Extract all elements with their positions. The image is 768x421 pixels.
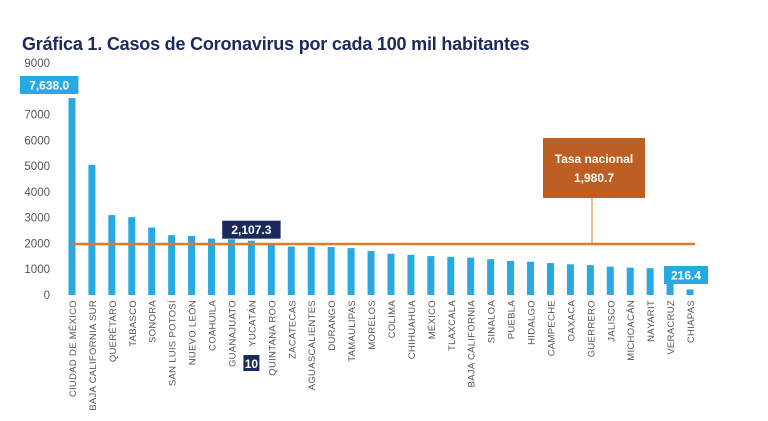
x-tick-label: HIDALGO: [527, 300, 538, 345]
bar: [227, 239, 235, 295]
bar: [208, 238, 216, 295]
bar: [68, 98, 76, 295]
y-tick-label: 1000: [24, 264, 50, 276]
bar: [487, 259, 495, 295]
bar: [407, 254, 415, 295]
x-tick-label: PUEBLA: [507, 300, 518, 340]
x-tick-label: MICHOACÁN: [626, 300, 637, 361]
x-tick-label: AGUASCALIENTES: [307, 300, 318, 390]
bar: [367, 250, 375, 295]
x-tick-label: SAN LUIS POTOSÍ: [168, 300, 179, 386]
data-label: 7,638.0: [29, 79, 69, 93]
y-tick-label: 3000: [24, 213, 50, 225]
reference-label-box: [543, 138, 645, 198]
x-tick-label: MÉXICO: [427, 300, 438, 339]
x-tick-label: VERACRUZ: [666, 300, 677, 355]
x-tick-label: DURANGO: [327, 300, 338, 351]
bar: [546, 263, 554, 295]
reference-value-label: 1,980.7: [574, 171, 614, 185]
x-tick-label: NUEVO LEÓN: [188, 300, 199, 365]
bar: [467, 257, 475, 295]
bar: [527, 261, 535, 295]
x-tick-label: MORELOS: [367, 300, 378, 350]
x-tick-label: TAMAULIPAS: [347, 300, 358, 362]
x-tick-label: COAHUILA: [208, 300, 219, 351]
x-axis-labels: CIUDAD DE MÉXICO BAJA CALIFORNIA SUR QUERÉ…: [68, 300, 697, 411]
x-tick-label: BAJA CALIFORNIA: [467, 300, 478, 388]
data-label-box: [664, 266, 708, 284]
x-tick-label: TLAXCALA: [447, 300, 458, 351]
data-label-box: [20, 76, 79, 94]
y-tick-label: 6000: [24, 135, 50, 147]
bar: [168, 235, 176, 295]
x-tick-label: SONORA: [148, 300, 159, 343]
reference-line-group: Tasa nacional 1,980.7: [72, 138, 695, 246]
y-tick-label: 0: [44, 290, 50, 302]
x-tick-label: SINALOA: [487, 300, 498, 344]
x-tick-label: CAMPECHE: [546, 300, 557, 356]
x-tick-label: NAYARIT: [646, 300, 657, 342]
x-tick-label: OAXACA: [566, 300, 577, 342]
bar: [447, 256, 455, 295]
bar: [566, 264, 574, 295]
x-tick-label: CHIHUAHUA: [407, 300, 418, 360]
bar: [686, 289, 694, 295]
bar: [108, 215, 116, 295]
bar: [427, 256, 435, 295]
x-tick-label: CIUDAD DE MÉXICO: [68, 300, 79, 397]
bar: [188, 235, 196, 295]
x-tick-label: ZACATECAS: [287, 300, 298, 359]
callouts: 7,638.0 2,107.3 216.4: [20, 76, 708, 284]
data-label-box: [222, 220, 281, 239]
x-tick-label: TABASCO: [128, 300, 139, 347]
y-tick-label: 9000: [24, 58, 50, 70]
x-tick-label: JALISCO: [606, 300, 617, 342]
x-tick-label: COLIMA: [387, 300, 398, 339]
bar: [148, 227, 156, 295]
x-tick-label: QUERÉTARO: [108, 300, 119, 362]
bar: [128, 217, 136, 295]
bar: [646, 268, 654, 295]
bar: [267, 244, 275, 295]
chart-title: Gráfica 1. Casos de Coronavirus por cada…: [22, 34, 530, 54]
reference-label: Tasa nacional: [555, 152, 633, 166]
bar: [287, 246, 295, 295]
bar: [586, 265, 594, 295]
highlight-rank-box: [243, 355, 260, 371]
bar: [626, 267, 634, 295]
bar: [347, 248, 355, 295]
y-tick-label: 2000: [24, 238, 50, 250]
x-tick-label: YUCATÁN: [247, 300, 258, 347]
x-tick-label: QUINTANA ROO: [267, 300, 278, 376]
bar: [327, 247, 335, 295]
bar: [666, 278, 674, 295]
bar: [606, 266, 614, 295]
x-tick-label: GUERRERO: [586, 300, 597, 357]
y-tick-label: 5000: [24, 161, 50, 173]
bar: [307, 246, 315, 295]
highlight-rank-label: 10: [245, 357, 259, 371]
bar: [88, 164, 96, 295]
bars: [68, 98, 694, 295]
bar: [247, 240, 255, 295]
y-axis-ticks: 0100020003000400050006000700080009000: [24, 58, 50, 302]
x-tick-label: CHIAPAS: [686, 300, 697, 343]
data-label: 2,107.3: [231, 223, 271, 237]
y-tick-label: 4000: [24, 187, 50, 199]
bar: [387, 253, 395, 295]
data-label: 216.4: [671, 269, 701, 283]
y-tick-label: 7000: [24, 110, 50, 122]
x-tick-label: GUANAJUATO: [227, 300, 238, 367]
x-tick-label: BAJA CALIFORNIA SUR: [88, 300, 99, 411]
bar: [507, 260, 515, 295]
